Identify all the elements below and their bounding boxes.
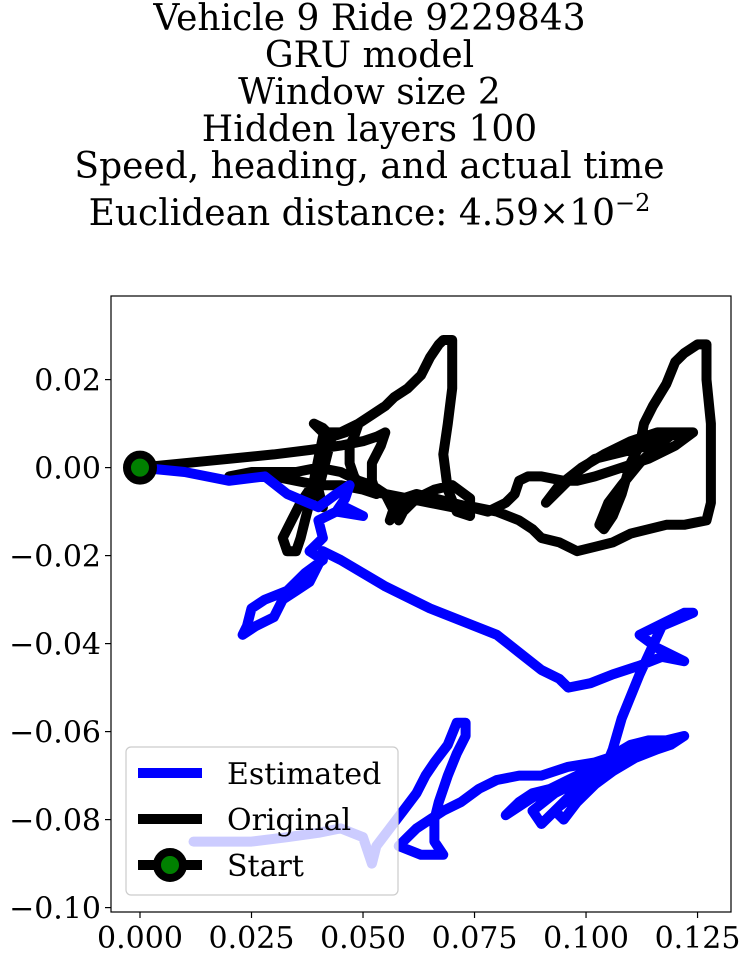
title-line-4: Hidden layers 100 (201, 109, 538, 150)
distance-line: Euclidean distance: 4.59×10−2 (0, 185, 739, 232)
y-tick-label: −0.10 (9, 892, 101, 927)
plot-frame (110, 295, 732, 913)
title-line-3: Window size 2 (238, 72, 501, 113)
title-line-1: Vehicle 9 Ride 9229843 (153, 0, 586, 39)
legend: Estimated Original Start (125, 746, 399, 896)
ticks-layer: 0.000 0.025 0.050 0.075 0.100 0.125 0.02 0.00 −0… (9, 364, 739, 956)
y-tick-label: 0.00 (34, 452, 101, 487)
legend-estimated-label: Estimated (227, 757, 381, 792)
legend-start-marker (153, 848, 187, 882)
y-tick-label: −0.08 (9, 804, 101, 839)
start-marker (122, 450, 157, 485)
title-line-5: Speed, heading, and actual time (74, 146, 665, 187)
x-tick-label: 0.100 (543, 921, 629, 956)
title-line-2: GRU model (264, 35, 475, 76)
x-tick-label: 0.075 (432, 921, 518, 956)
distance-times: × (539, 193, 570, 234)
legend-start-label: Start (227, 849, 304, 884)
series-estimated-line (135, 462, 699, 869)
y-tick-label: −0.06 (9, 716, 101, 751)
lines-layer (122, 335, 716, 869)
distance-exponent: −2 (615, 189, 651, 217)
distance-label: Euclidean distance: 4.59 (88, 193, 540, 234)
x-tick-label: 0.125 (655, 921, 739, 956)
x-tick-label: 0.025 (209, 921, 295, 956)
x-tick-label: 0.050 (320, 921, 406, 956)
legend-original-label: Original (227, 803, 351, 838)
y-tick-label: 0.02 (34, 364, 101, 399)
chart-title: Vehicle 9 Ride 9229843 GRU model Window … (0, 0, 739, 232)
y-tick-label: −0.04 (9, 628, 101, 663)
y-tick-label: −0.02 (9, 540, 101, 575)
x-tick-label: 0.000 (97, 921, 183, 956)
legend-box (125, 746, 399, 896)
distance-base: 10 (569, 193, 616, 234)
series-original-line (135, 335, 716, 557)
